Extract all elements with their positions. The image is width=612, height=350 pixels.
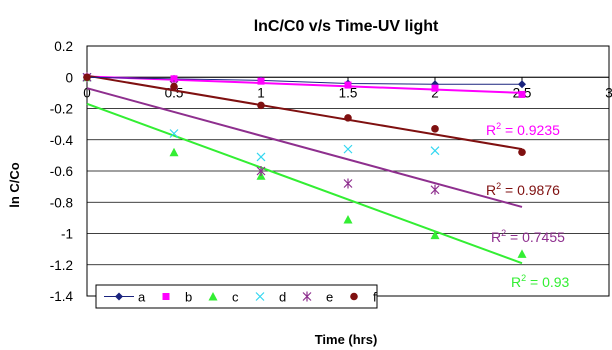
data-point-d [430, 146, 440, 156]
r2-labels: R2 = 0.9235 R2 = 0.93 R2 = 0.7455 R2 = 0.98… [486, 121, 570, 290]
y-tick-label: -1 [61, 227, 73, 242]
data-point-b [170, 75, 178, 83]
data-point-c [430, 230, 440, 240]
legend-marker-f [350, 292, 358, 301]
x-tick-label: 2 [431, 85, 439, 100]
legend-item-e: e [302, 290, 333, 305]
data-point-b [257, 77, 265, 85]
series [82, 72, 527, 258]
x-tick-label: 1.5 [339, 85, 358, 100]
y-tick-label: 0 [65, 70, 73, 85]
x-tick-label: 3 [605, 85, 612, 100]
data-point-f [344, 114, 352, 122]
data-point-b [344, 81, 352, 89]
legend-item-d: d [255, 290, 286, 305]
series-f [83, 73, 526, 157]
trendline-c [86, 102, 523, 265]
trendline-b [86, 75, 523, 94]
r2-label-c: R2 = 0.93 [511, 273, 570, 290]
x-tick-label: 0 [83, 85, 91, 100]
chart-title: lnC/C0 v/s Time-UV light [254, 18, 439, 35]
data-point-f [518, 148, 526, 157]
y-axis-title: ln C/Co [7, 162, 22, 208]
data-point-e [343, 178, 353, 189]
trendlines [86, 74, 523, 265]
legend: a b c d e f [95, 284, 378, 309]
data-point-c [517, 249, 527, 258]
trendline-f [86, 74, 523, 151]
legend-marker-c [208, 292, 218, 301]
data-point-f [257, 101, 265, 110]
y-tick-label: -1.2 [50, 258, 73, 273]
legend-label-a: a [138, 290, 146, 305]
legend-marker-e [302, 291, 312, 302]
data-point-e [256, 166, 266, 176]
data-point-d [343, 144, 353, 154]
data-point-c [169, 147, 179, 157]
legend-label-e: e [326, 290, 333, 305]
r2-label-b: R2 = 0.9235 [486, 121, 560, 138]
data-point-e [430, 184, 440, 195]
legend-label-d: d [279, 290, 286, 305]
data-point-b [431, 84, 439, 92]
legend-box [95, 284, 378, 309]
series-a-line [86, 76, 522, 85]
legend-marker-b [162, 293, 170, 300]
data-point-f [431, 125, 439, 133]
data-point-a [518, 80, 526, 89]
y-tick-label: -0.6 [50, 164, 73, 179]
data-point-b [518, 90, 526, 98]
trendline-e [86, 87, 523, 208]
r2-label-f: R2 = 0.9876 [486, 181, 560, 198]
y-tick-label: -1.4 [50, 289, 74, 304]
y-tick-label: -0.4 [50, 133, 74, 148]
y-tick-label: -0.8 [50, 195, 73, 210]
data-point-d [169, 129, 179, 138]
legend-marker-d [255, 292, 265, 301]
legend-marker-a [115, 292, 123, 301]
data-point-f [170, 82, 178, 91]
legend-label-f: f [373, 290, 377, 305]
legend-item-b: b [162, 290, 192, 305]
legend-label-b: b [185, 290, 192, 305]
x-axis-title: Time (hrs) [315, 332, 378, 347]
series-c [82, 72, 527, 258]
data-point-c [343, 214, 353, 224]
data-point-d [256, 152, 266, 162]
y-tick-label: -0.2 [50, 102, 73, 117]
y-tick-label: 0.2 [54, 39, 73, 54]
legend-item-a: a [104, 290, 146, 305]
data-point-f [83, 73, 91, 82]
legend-item-f: f [350, 290, 377, 305]
r2-label-e: R2 = 0.7455 [491, 228, 565, 245]
legend-label-c: c [232, 290, 239, 305]
x-tick-label: 1 [257, 85, 265, 100]
tick-labels: 0.20-0.2-0.4-0.6-0.8-1-1.2-1.400.511.522… [50, 39, 612, 304]
legend-item-c: c [208, 290, 239, 305]
